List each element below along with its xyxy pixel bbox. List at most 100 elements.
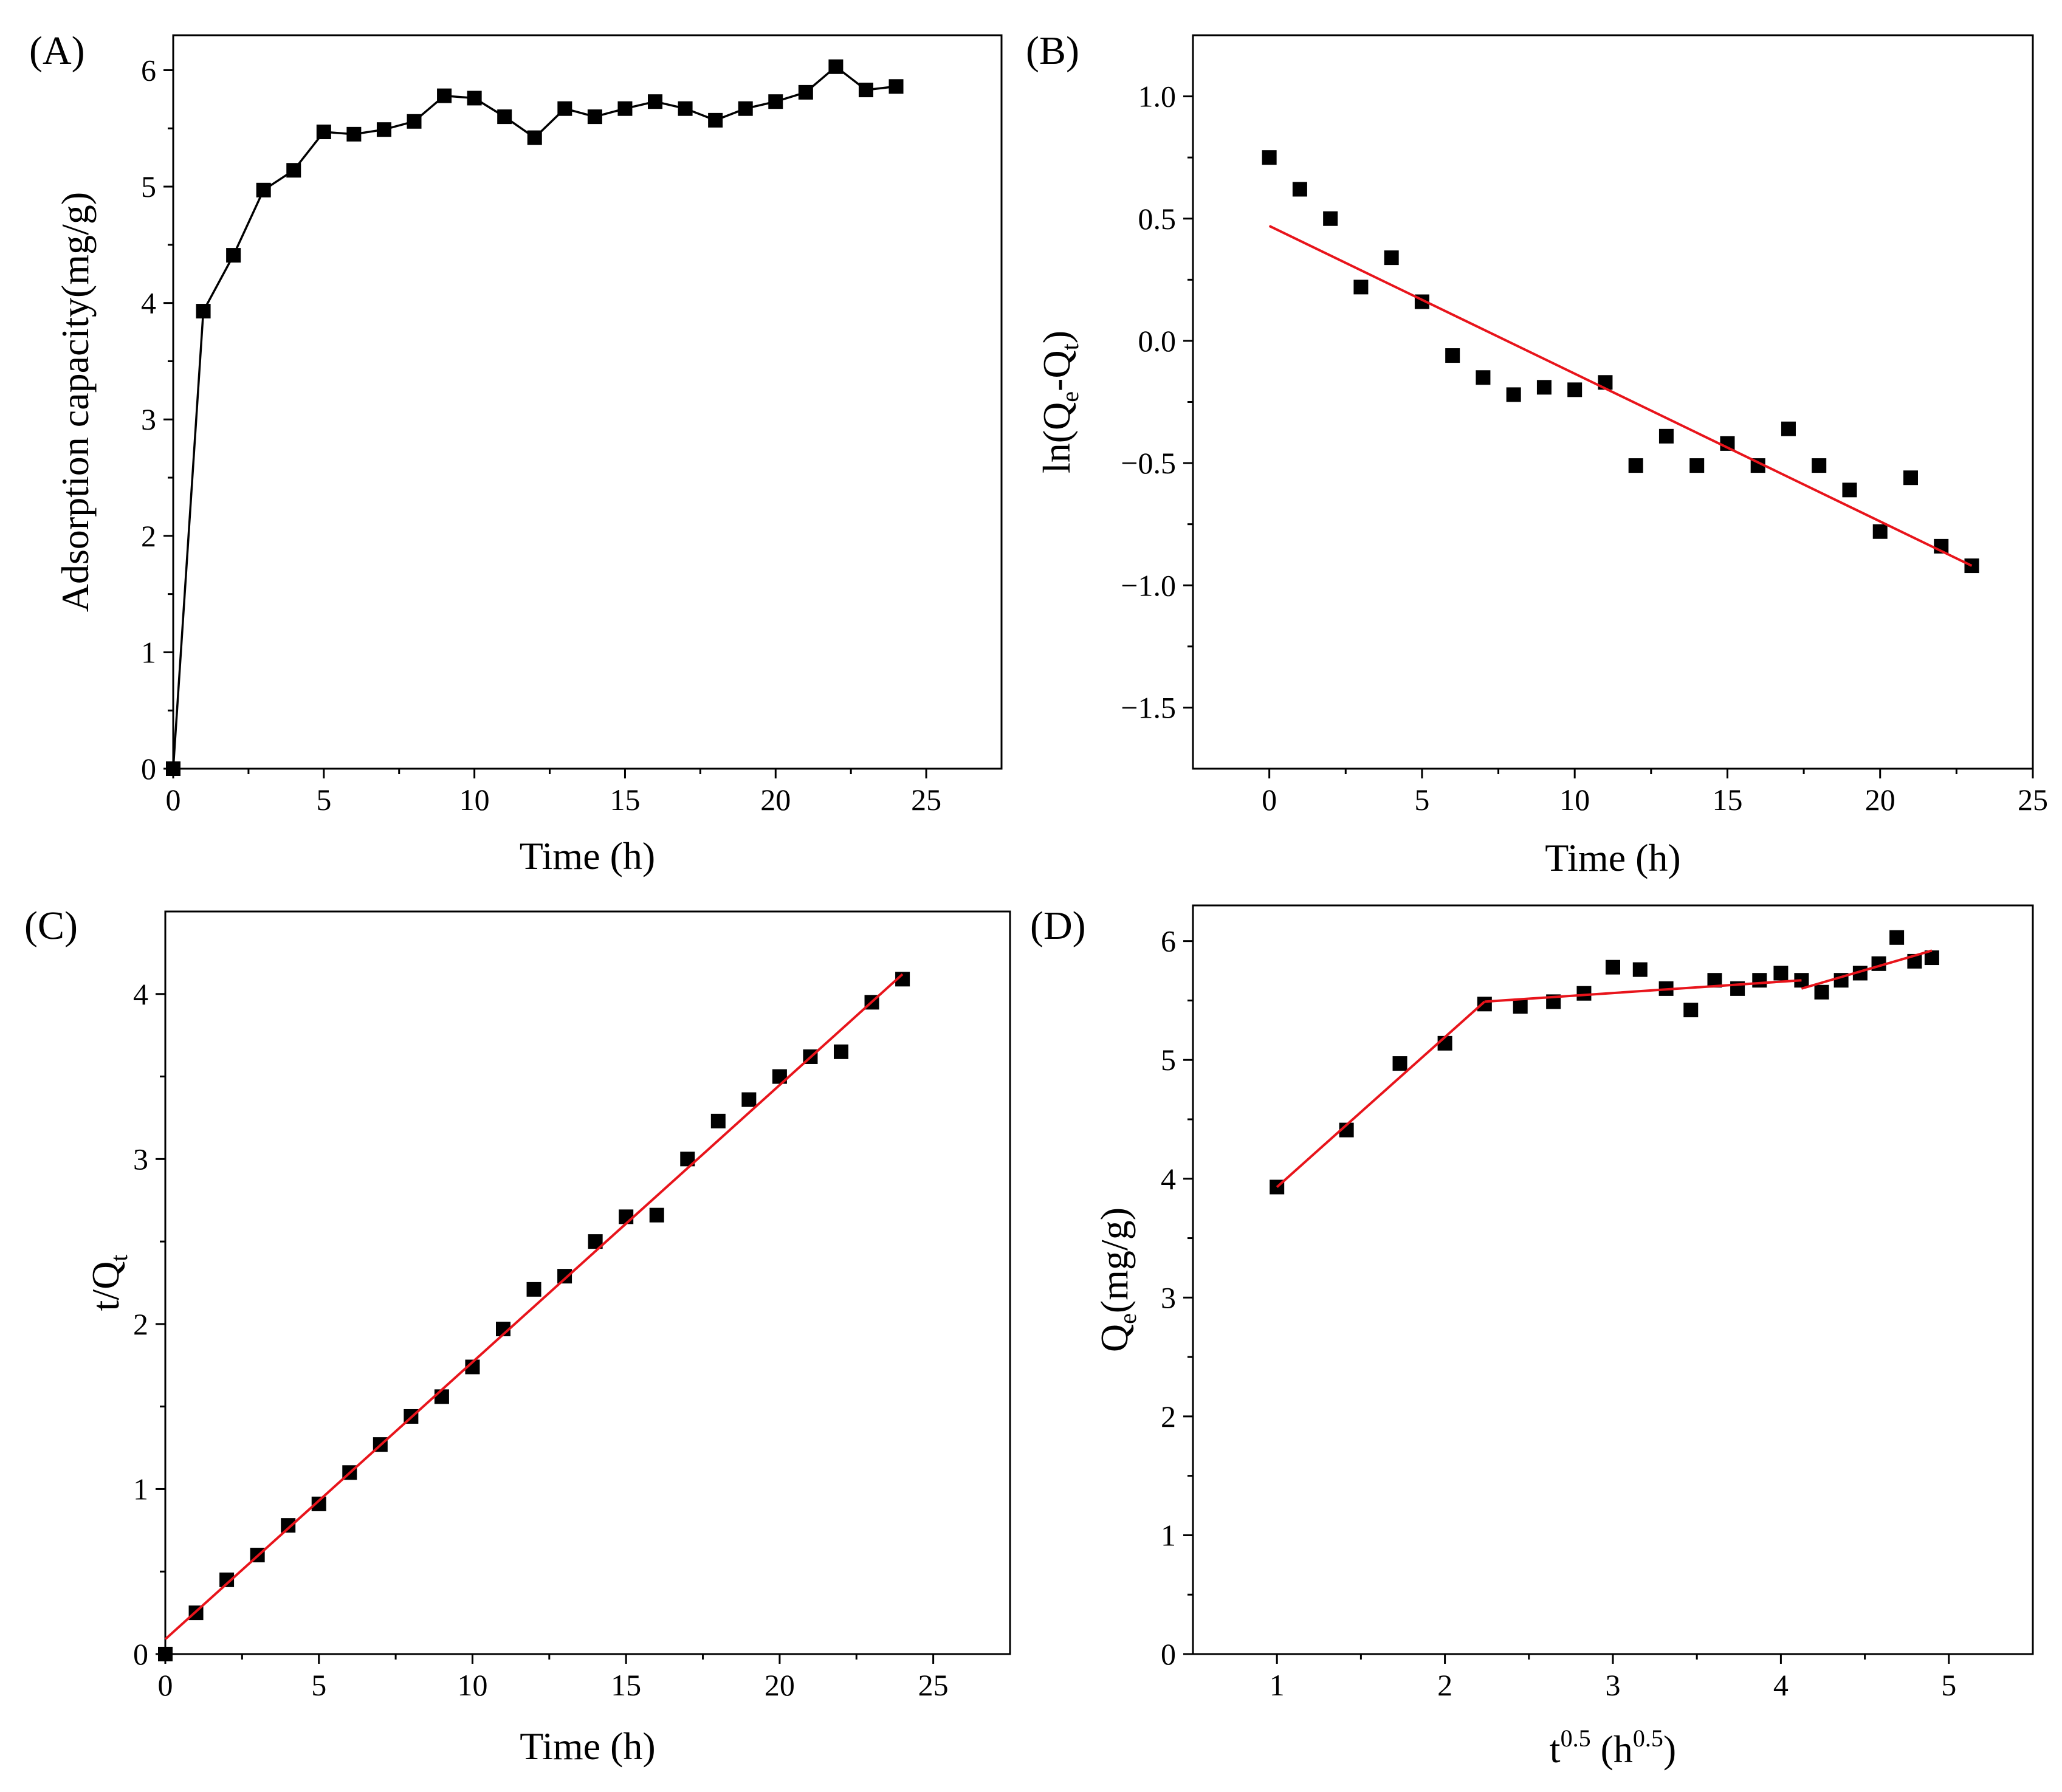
data-point <box>1773 966 1789 981</box>
data-point <box>1814 984 1829 1000</box>
data-point <box>1567 382 1583 397</box>
x-tick-label: 0 <box>1262 783 1277 817</box>
data-point <box>346 126 362 142</box>
y-tick-label: 1.0 <box>1138 80 1177 114</box>
data-point <box>1323 211 1338 226</box>
y-tick-label: 2 <box>133 1307 148 1341</box>
x-tick-label: 15 <box>611 1668 641 1702</box>
data-point <box>158 1647 173 1661</box>
data-point <box>828 59 844 74</box>
x-tick-label: 5 <box>316 783 331 817</box>
fit-line <box>1268 225 1973 567</box>
panel-label: (A) <box>29 29 85 73</box>
data-point <box>648 94 663 109</box>
data-point <box>527 130 542 145</box>
x-tick-label: 5 <box>311 1668 326 1702</box>
panel-label: (B) <box>1026 29 1079 73</box>
data-point <box>1781 421 1796 436</box>
y-tick-label: 0.5 <box>1138 202 1177 236</box>
y-tick-label: 4 <box>141 286 156 320</box>
data-point <box>557 1269 572 1284</box>
data-point <box>434 1389 449 1404</box>
x-tick-label: 4 <box>1773 1668 1789 1702</box>
x-tick-label: 20 <box>765 1668 795 1702</box>
x-tick-label: 20 <box>1865 783 1895 817</box>
data-point <box>1392 1056 1407 1071</box>
data-point <box>497 109 512 125</box>
data-point <box>1812 458 1827 473</box>
y-tick-label: 5 <box>1161 1043 1176 1077</box>
data-point <box>1658 428 1674 444</box>
data-point <box>1384 250 1399 266</box>
data-point <box>1683 1003 1699 1018</box>
x-tick-label: 0 <box>166 783 181 817</box>
x-tick-label: 10 <box>1559 783 1590 817</box>
panel-label: (C) <box>24 904 78 948</box>
data-point <box>467 91 482 106</box>
data-point <box>437 88 452 103</box>
data-point <box>587 109 602 125</box>
data-point <box>649 1207 664 1223</box>
axes-frame <box>1192 904 2034 1655</box>
data-point <box>1889 930 1905 945</box>
data-point <box>834 1044 848 1059</box>
data-point <box>738 101 753 116</box>
data-point <box>617 101 633 116</box>
data-point <box>557 101 572 116</box>
data-point <box>1292 182 1307 197</box>
x-tick-label: 25 <box>918 1668 949 1702</box>
data-point <box>376 122 391 137</box>
data-point <box>798 84 813 100</box>
data-point <box>1632 962 1648 977</box>
data-point <box>1513 999 1528 1014</box>
data-point <box>1903 470 1918 486</box>
x-tick-label: 3 <box>1606 1668 1621 1702</box>
y-tick-label: 0 <box>1161 1637 1176 1671</box>
x-tick-label: 25 <box>911 783 941 817</box>
data-point <box>1476 370 1491 385</box>
x-tick-label: 5 <box>1941 1668 1956 1702</box>
y-axis-title: Qe(mg/g) <box>1093 1207 1141 1352</box>
data-point <box>888 79 904 94</box>
y-tick-label: −1.0 <box>1121 568 1176 602</box>
data-point <box>1536 380 1552 395</box>
data-point <box>1689 458 1705 473</box>
data-point <box>858 83 873 98</box>
x-axis-title: Time (h) <box>1545 836 1680 879</box>
data-point <box>1576 986 1592 1001</box>
y-tick-label: 2 <box>1161 1399 1176 1433</box>
x-axis-title: Time (h) <box>520 1725 655 1768</box>
data-point <box>1628 458 1643 473</box>
y-tick-label: 1 <box>141 635 156 669</box>
y-tick-label: 4 <box>1161 1162 1176 1196</box>
y-tick-label: 1 <box>133 1472 148 1506</box>
y-tick-label: 2 <box>141 519 156 553</box>
y-axis-title: ln(Qe-Qt) <box>1035 331 1084 473</box>
x-tick-label: 1 <box>1270 1668 1285 1702</box>
x-tick-label: 2 <box>1437 1668 1452 1702</box>
y-axis-title: Adsorption capacity(mg/g) <box>53 192 97 612</box>
data-point <box>256 182 271 197</box>
data-point <box>768 94 783 109</box>
data-point <box>226 248 241 263</box>
x-tick-label: 0 <box>158 1668 173 1702</box>
data-point <box>1606 960 1620 975</box>
data-point <box>741 1092 757 1107</box>
panel-label: (D) <box>1030 904 1086 948</box>
axes-frame <box>164 910 1011 1655</box>
series-line <box>172 65 896 769</box>
x-axis-title: Time (h) <box>520 834 655 877</box>
data-point <box>166 761 180 776</box>
y-tick-label: 3 <box>141 402 156 436</box>
data-point <box>708 112 723 128</box>
y-tick-label: 0.0 <box>1138 324 1177 358</box>
fit-line <box>164 973 904 1641</box>
data-point <box>1842 482 1857 498</box>
x-tick-label: 15 <box>610 783 640 817</box>
data-point <box>678 101 693 116</box>
data-point <box>1262 150 1277 165</box>
data-point <box>1477 997 1492 1012</box>
data-point <box>1752 973 1767 988</box>
fit-line <box>1484 979 1802 1003</box>
chart-panel-2: 0 5 10 15 20 25 1.0 0.5 0.0 −0.5 −1.0 −1.5 (B) Time (… <box>1026 29 2048 879</box>
